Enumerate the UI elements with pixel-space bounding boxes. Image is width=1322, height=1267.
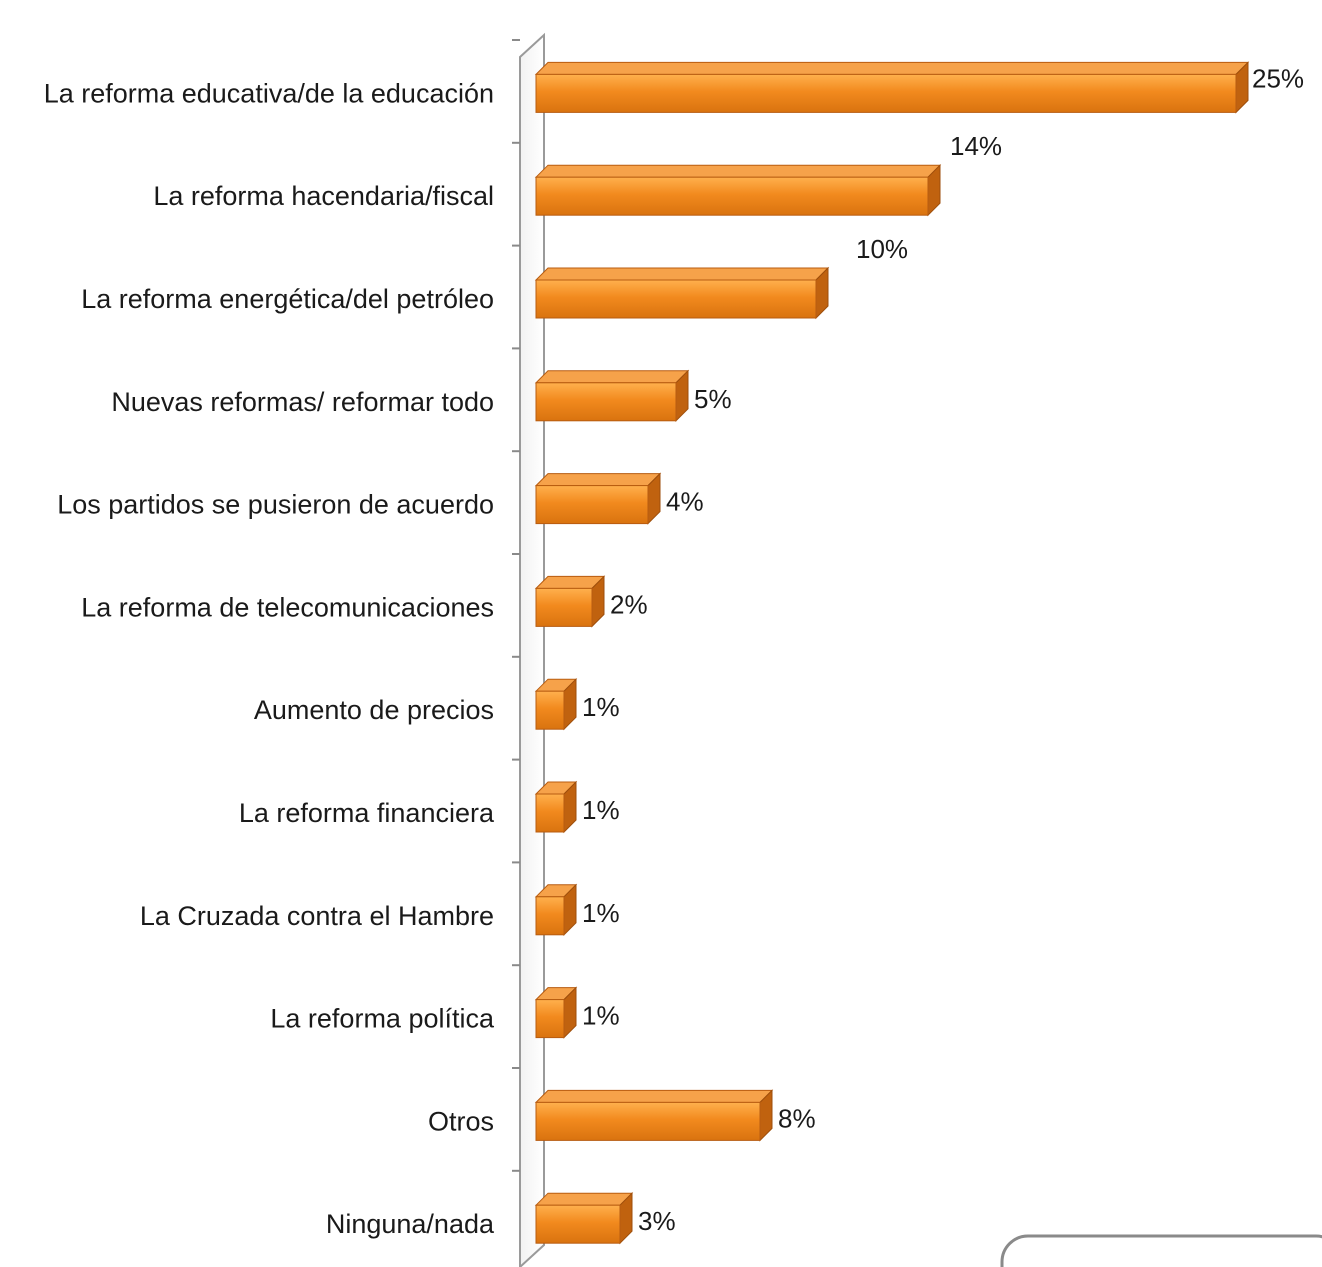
bar (535, 793, 565, 833)
bar (535, 485, 649, 525)
labels-layer: La reforma educativa/de la educación 25% L… (44, 63, 1304, 1239)
bar-top-face (534, 1089, 774, 1103)
bar (535, 896, 565, 936)
data-label: 8% (778, 1103, 816, 1133)
bar (535, 279, 817, 319)
bar (535, 176, 929, 216)
bar (535, 587, 593, 627)
category-label: La reforma energética/del petróleo (81, 284, 494, 314)
category-label: La reforma política (270, 1004, 495, 1034)
bar-top-face (534, 370, 690, 384)
data-label: 1% (582, 692, 620, 722)
data-label: 1% (582, 1001, 620, 1031)
category-label: La reforma de telecomunicaciones (81, 592, 494, 622)
data-label: 1% (582, 795, 620, 825)
category-label: Ninguna/nada (326, 1209, 495, 1239)
data-label: 14% (950, 131, 1002, 161)
bar-top-face (534, 61, 1250, 75)
axis-wall (519, 32, 545, 1267)
bar (535, 690, 565, 730)
category-label: Nuevas reformas/ reformar todo (111, 387, 494, 417)
axis-layer (512, 32, 545, 1267)
bar (535, 1101, 761, 1141)
category-label: Los partidos se pusieron de acuerdo (57, 490, 494, 520)
bar-top-face (534, 473, 662, 487)
bars-layer (534, 61, 1250, 1245)
data-label: 25% (1252, 63, 1304, 93)
category-label: La reforma educativa/de la educación (44, 78, 494, 108)
bar (535, 73, 1237, 113)
bar (535, 999, 565, 1039)
category-label: Otros (428, 1106, 494, 1136)
data-label: 2% (610, 589, 648, 619)
bar (535, 1204, 621, 1244)
category-label: La reforma hacendaria/fiscal (153, 181, 494, 211)
data-label: 3% (638, 1206, 676, 1236)
category-label: La Cruzada contra el Hambre (140, 901, 494, 931)
bar-top-face (534, 267, 830, 281)
bar-top-face (534, 164, 942, 178)
data-label: 4% (666, 487, 704, 517)
bar (535, 382, 677, 422)
corner-frame (1000, 1234, 1322, 1267)
data-label: 10% (856, 234, 908, 264)
data-label: 5% (694, 384, 732, 414)
category-label: La reforma financiera (239, 798, 495, 828)
category-label: Aumento de precios (254, 695, 494, 725)
bar-top-face (534, 1192, 634, 1206)
data-label: 1% (582, 898, 620, 928)
